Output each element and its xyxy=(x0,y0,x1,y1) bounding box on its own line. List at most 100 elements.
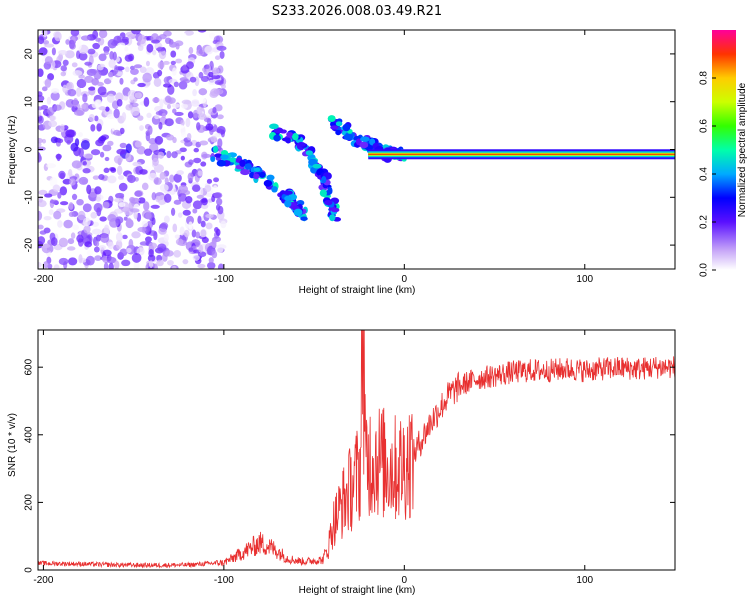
spectrogram-cell xyxy=(196,194,204,199)
x-tick-label: 0 xyxy=(402,575,408,586)
spectrogram-cell xyxy=(191,100,200,107)
spectrogram-cell xyxy=(183,229,190,238)
spectrogram-cell xyxy=(158,49,167,60)
spectrogram-cell xyxy=(360,136,370,142)
spectrogram-cell xyxy=(95,99,103,108)
spectrogram-cell xyxy=(82,203,92,213)
spectrogram-cell xyxy=(154,135,164,145)
spectrogram-cell xyxy=(205,123,214,131)
spectrogram-cell xyxy=(188,46,194,55)
spectrogram-cell xyxy=(67,238,75,245)
y-tick-label: 600 xyxy=(24,358,35,375)
spectrogram-cell xyxy=(125,152,132,162)
spectrogram-cell xyxy=(98,53,107,62)
spectrogram-cell xyxy=(88,113,95,122)
spectrogram-cell xyxy=(38,236,46,245)
spectrogram-cell xyxy=(134,140,142,148)
spectrogram-cell xyxy=(180,155,185,161)
spectrogram-cell xyxy=(60,124,65,133)
spectrogram-cell xyxy=(166,104,172,110)
spectrogram-cell xyxy=(78,254,83,264)
spectrogram-cell xyxy=(212,185,218,193)
spectrogram-cell xyxy=(171,103,181,108)
spectrogram-cell xyxy=(38,224,44,230)
spectrogram-cell xyxy=(67,88,77,97)
y-tick-label: -20 xyxy=(24,237,35,252)
snr-panel: -200 -100 0 100 0 200 400 600 Height of straig… xyxy=(7,329,676,596)
spectrogram-cell xyxy=(103,51,110,56)
spectrogram-cell xyxy=(192,254,200,261)
spectrogram-cell xyxy=(50,91,60,101)
spectrogram-cell xyxy=(94,255,102,262)
spectrogram-cell xyxy=(172,67,177,76)
spectrogram-cell xyxy=(126,217,132,226)
spectrogram-cell xyxy=(182,259,189,265)
spectrogram-cell xyxy=(42,40,50,45)
colorbar-gradient xyxy=(712,30,736,270)
spectrogram-cell xyxy=(103,78,112,85)
spectrogram-cell xyxy=(49,199,59,204)
spectrogram-cell xyxy=(181,103,188,109)
spectrogram-cell xyxy=(87,48,96,55)
spectrogram-cell xyxy=(206,118,212,126)
spectrogram-cell xyxy=(62,178,72,185)
colorbar-label: Normalized spectral amplitude xyxy=(737,82,748,217)
spectrogram-cell xyxy=(201,153,212,158)
spectrogram-cell xyxy=(186,132,192,141)
spectrogram-cell xyxy=(143,97,150,107)
spectrogram-cell xyxy=(159,171,166,180)
spectrogram-cell xyxy=(90,149,101,156)
spectrogram-cell xyxy=(196,106,203,115)
spectrogram-cell xyxy=(98,245,106,250)
spectrogram-cell xyxy=(298,142,306,147)
spectrogram-cell xyxy=(239,159,246,167)
spectrogram-cell xyxy=(201,204,209,210)
spectrogram-cell xyxy=(197,170,203,177)
spectrogram-cell xyxy=(123,216,128,221)
spectrogram-cell xyxy=(188,159,194,165)
spectrogram-cell xyxy=(53,264,60,269)
spectrogram-cell xyxy=(57,220,63,228)
spectrogram-cell xyxy=(197,30,207,33)
spectrogram-cell xyxy=(38,137,44,144)
spectrogram-cell xyxy=(98,174,105,181)
x-tick-label: -100 xyxy=(214,274,234,285)
spectrogram-cell xyxy=(107,71,114,78)
spectrogram-cell xyxy=(201,197,208,206)
spectrogram-cell xyxy=(115,232,123,242)
spectrogram-cell xyxy=(197,113,207,120)
spectrogram-cell xyxy=(158,121,163,130)
spectrogram-cell xyxy=(84,241,93,248)
spectrogram-cell xyxy=(200,75,210,82)
spectrogram-cell xyxy=(52,184,61,192)
spectrogram-cell xyxy=(41,243,51,248)
spectrogram-cell xyxy=(134,190,143,197)
spectrogram-cell xyxy=(48,120,58,128)
spectrogram-cell xyxy=(214,132,222,138)
spectrogram-cell xyxy=(164,118,174,127)
spectrogram-cell xyxy=(359,141,369,149)
spectrogram-cell xyxy=(169,174,175,183)
spectrogram-cell xyxy=(73,109,84,116)
spectrogram-cell xyxy=(68,39,75,49)
spectrogram-cell xyxy=(106,256,117,264)
snr-frame xyxy=(37,329,676,571)
spectrogram-cell xyxy=(175,124,185,129)
spectrogram-cell xyxy=(189,76,197,83)
spectrogram-cell xyxy=(125,104,133,111)
spectrogram-cell xyxy=(44,193,53,198)
spectrogram-cell xyxy=(83,153,94,159)
x-tick-label: -200 xyxy=(33,274,53,285)
spectrogram-cell xyxy=(214,153,223,158)
spectrogram-cell xyxy=(199,186,204,197)
spectrogram-cell xyxy=(130,106,140,117)
spectrogram-cell xyxy=(137,115,144,121)
spectrogram-cell xyxy=(271,186,278,193)
spectrogram-cell xyxy=(48,209,54,215)
spectrogram-feature-carrier-line xyxy=(368,149,675,160)
spectrogram-cell xyxy=(200,220,206,228)
spectrogram-cell xyxy=(38,142,42,147)
spectrogram-cell xyxy=(180,32,187,39)
spectrogram-cell xyxy=(56,138,64,144)
spectrogram-cell xyxy=(116,165,123,176)
